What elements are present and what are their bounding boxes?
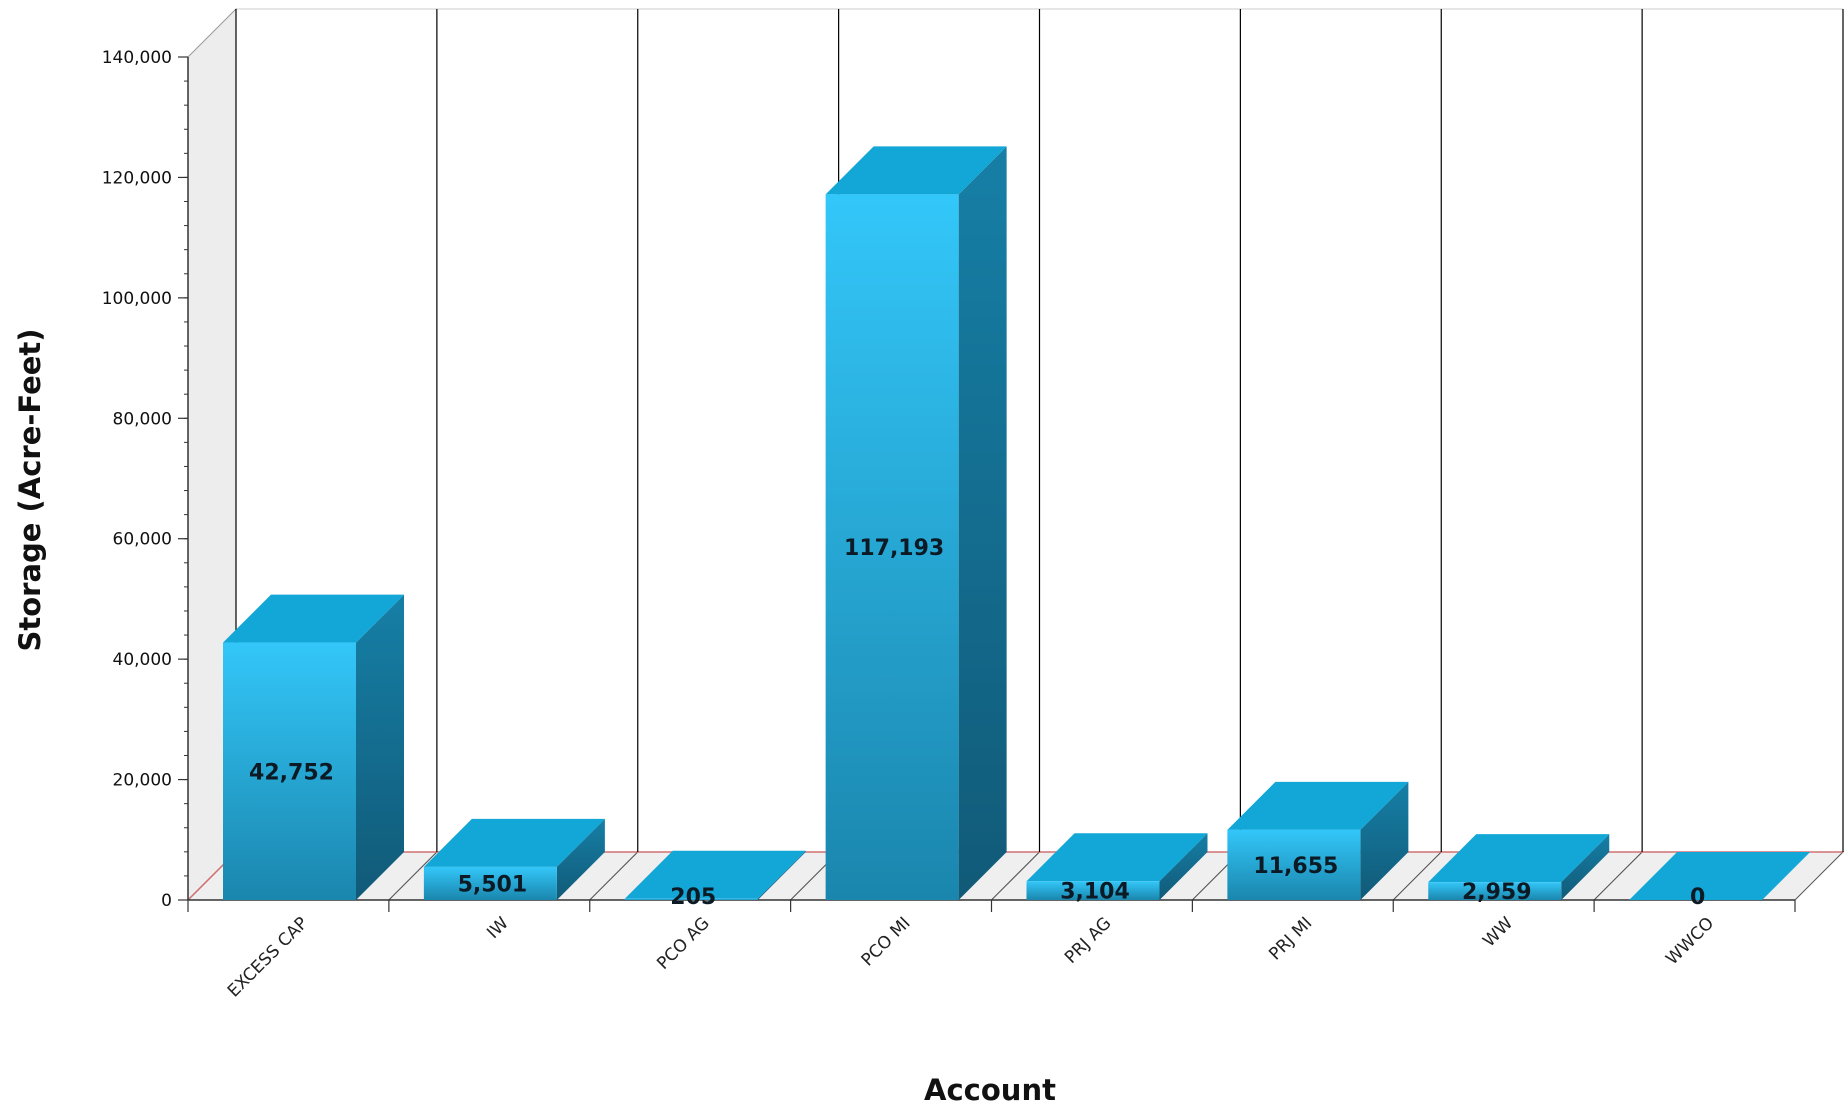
value-label: 11,655 <box>1253 854 1338 879</box>
bar-top <box>423 818 605 867</box>
bar-top <box>624 850 806 899</box>
bar <box>1428 834 1610 900</box>
bar-front <box>423 866 557 900</box>
bar-top <box>223 594 404 643</box>
bar <box>825 146 1007 901</box>
y-tick-label: 20,000 <box>113 771 172 791</box>
y-tick-label: 60,000 <box>113 530 172 550</box>
bar <box>1629 852 1811 900</box>
x-tick-label: WWCO <box>1662 913 1718 969</box>
gridlines <box>235 8 1844 852</box>
bar-front <box>1428 882 1562 900</box>
bar-top <box>1227 781 1409 830</box>
value-labels: 42,752 5,501 205 117,193 3,104 11,655 2,959 0 <box>249 536 1705 910</box>
x-tick-label: IW <box>483 913 513 943</box>
value-label: 0 <box>1690 885 1705 910</box>
bar-side <box>958 146 1007 901</box>
bar-side <box>1159 833 1208 900</box>
x-tick-label: PRJ AG <box>1061 913 1115 967</box>
bar <box>624 850 806 900</box>
y-axis-title: Storage (Acre-Feet) <box>13 328 47 651</box>
bar-side <box>356 594 404 900</box>
bar-side <box>1360 781 1409 900</box>
x-tick-label: WW <box>1479 913 1517 951</box>
y-tick-label: 140,000 <box>102 48 172 68</box>
bar-top <box>1629 852 1811 900</box>
bar-side <box>757 850 806 900</box>
bar <box>423 818 605 900</box>
bar-front <box>624 898 758 900</box>
bar-front <box>223 642 356 900</box>
y-axis: 0 20,000 40,000 60,000 80,000 100,000 120,000 1… <box>102 48 1796 912</box>
x-tick-label: EXCESS CAP <box>224 913 312 1001</box>
y-tick-label: 100,000 <box>102 289 172 309</box>
y-tick-label: 40,000 <box>113 650 172 670</box>
value-label: 42,752 <box>249 760 334 785</box>
bar <box>223 594 404 900</box>
y-tick-label: 80,000 <box>113 409 172 429</box>
bar-top <box>1428 834 1610 883</box>
y-tick-label: 0 <box>161 891 172 911</box>
bar-front <box>1026 881 1160 900</box>
x-tick-label: PRJ MI <box>1265 913 1316 964</box>
x-tick-label: PCO AG <box>653 913 713 973</box>
bar-side <box>1561 834 1610 900</box>
bar-top <box>1026 833 1208 882</box>
bar <box>1227 781 1409 900</box>
x-tick-label: PCO MI <box>858 913 915 970</box>
value-label: 117,193 <box>844 536 944 561</box>
x-axis-title: Account <box>924 1073 1056 1107</box>
value-label: 5,501 <box>458 872 528 897</box>
y-tick-label: 120,000 <box>102 168 172 188</box>
value-label: 3,104 <box>1060 880 1130 905</box>
value-label: 205 <box>670 885 716 910</box>
bar-front <box>825 194 959 901</box>
bar-top <box>825 146 1007 195</box>
x-axis-labels: EXCESS CAP IW PCO AG PCO MI PRJ AG PRJ MI WW WW… <box>224 913 1718 1001</box>
value-label: 2,959 <box>1462 880 1532 905</box>
bar-side <box>556 818 605 900</box>
bars <box>223 146 1811 901</box>
bar <box>1026 833 1208 900</box>
bar-front <box>1227 829 1361 900</box>
